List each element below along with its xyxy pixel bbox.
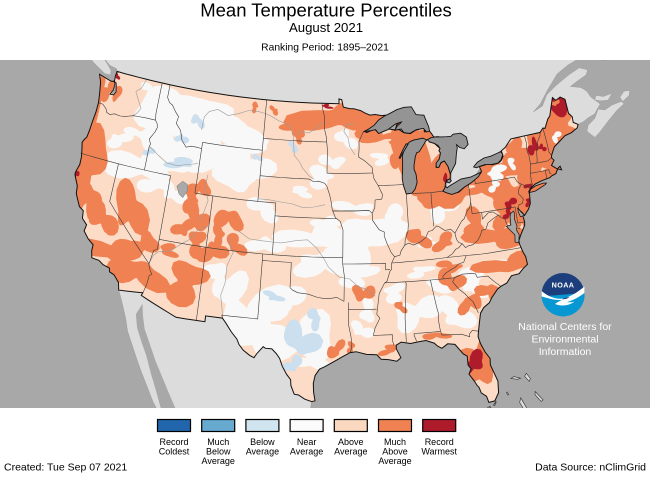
svg-text:Mean Temperature Percentiles: Mean Temperature Percentiles (200, 0, 452, 21)
svg-text:Much: Much (384, 437, 406, 447)
svg-text:Below: Below (250, 437, 275, 447)
svg-text:Average: Average (246, 447, 279, 457)
svg-text:Coldest: Coldest (159, 447, 190, 457)
svg-text:Average: Average (290, 447, 323, 457)
svg-text:Warmest: Warmest (421, 447, 457, 457)
svg-text:Ranking Period: 1895–2021: Ranking Period: 1895–2021 (261, 43, 389, 54)
svg-text:Data Source: nClimGrid: Data Source: nClimGrid (535, 462, 646, 474)
svg-text:Environmental: Environmental (531, 334, 598, 346)
svg-text:August 2021: August 2021 (289, 20, 363, 35)
svg-text:Record: Record (159, 437, 188, 447)
svg-text:Much: Much (207, 437, 229, 447)
svg-text:Information: Information (539, 346, 592, 358)
svg-text:Average: Average (202, 456, 235, 466)
svg-text:Above: Above (338, 437, 364, 447)
svg-text:NOAA: NOAA (552, 281, 575, 290)
svg-text:Above: Above (382, 447, 408, 457)
svg-text:Average: Average (334, 447, 367, 457)
svg-text:Below: Below (206, 447, 231, 457)
svg-text:Near: Near (297, 437, 317, 447)
svg-text:National Centers for: National Centers for (518, 321, 612, 333)
svg-text:Record: Record (425, 437, 454, 447)
svg-text:Average: Average (378, 456, 411, 466)
svg-text:Created: Tue Sep 07 2021: Created: Tue Sep 07 2021 (4, 462, 127, 474)
